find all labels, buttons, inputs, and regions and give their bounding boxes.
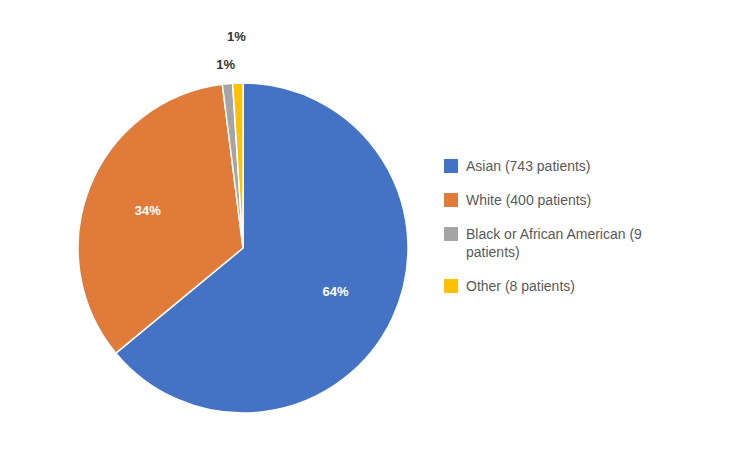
html-text:White (400 patients): White (400 patients) <box>466 191 592 208</box>
html-text:Asian (743 patients): Asian (743 patients) <box>466 157 591 174</box>
svg-text:34%: 34% <box>135 203 161 218</box>
html-text:Other (8 patients): Other (8 patients) <box>466 277 575 294</box>
svg-text:1%: 1% <box>227 29 246 44</box>
html-text:Black or African American (9 p: Black or African American (9 patients) <box>466 225 642 260</box>
svg-text:64%: 64% <box>323 284 349 299</box>
svg-text:1%: 1% <box>216 57 235 72</box>
